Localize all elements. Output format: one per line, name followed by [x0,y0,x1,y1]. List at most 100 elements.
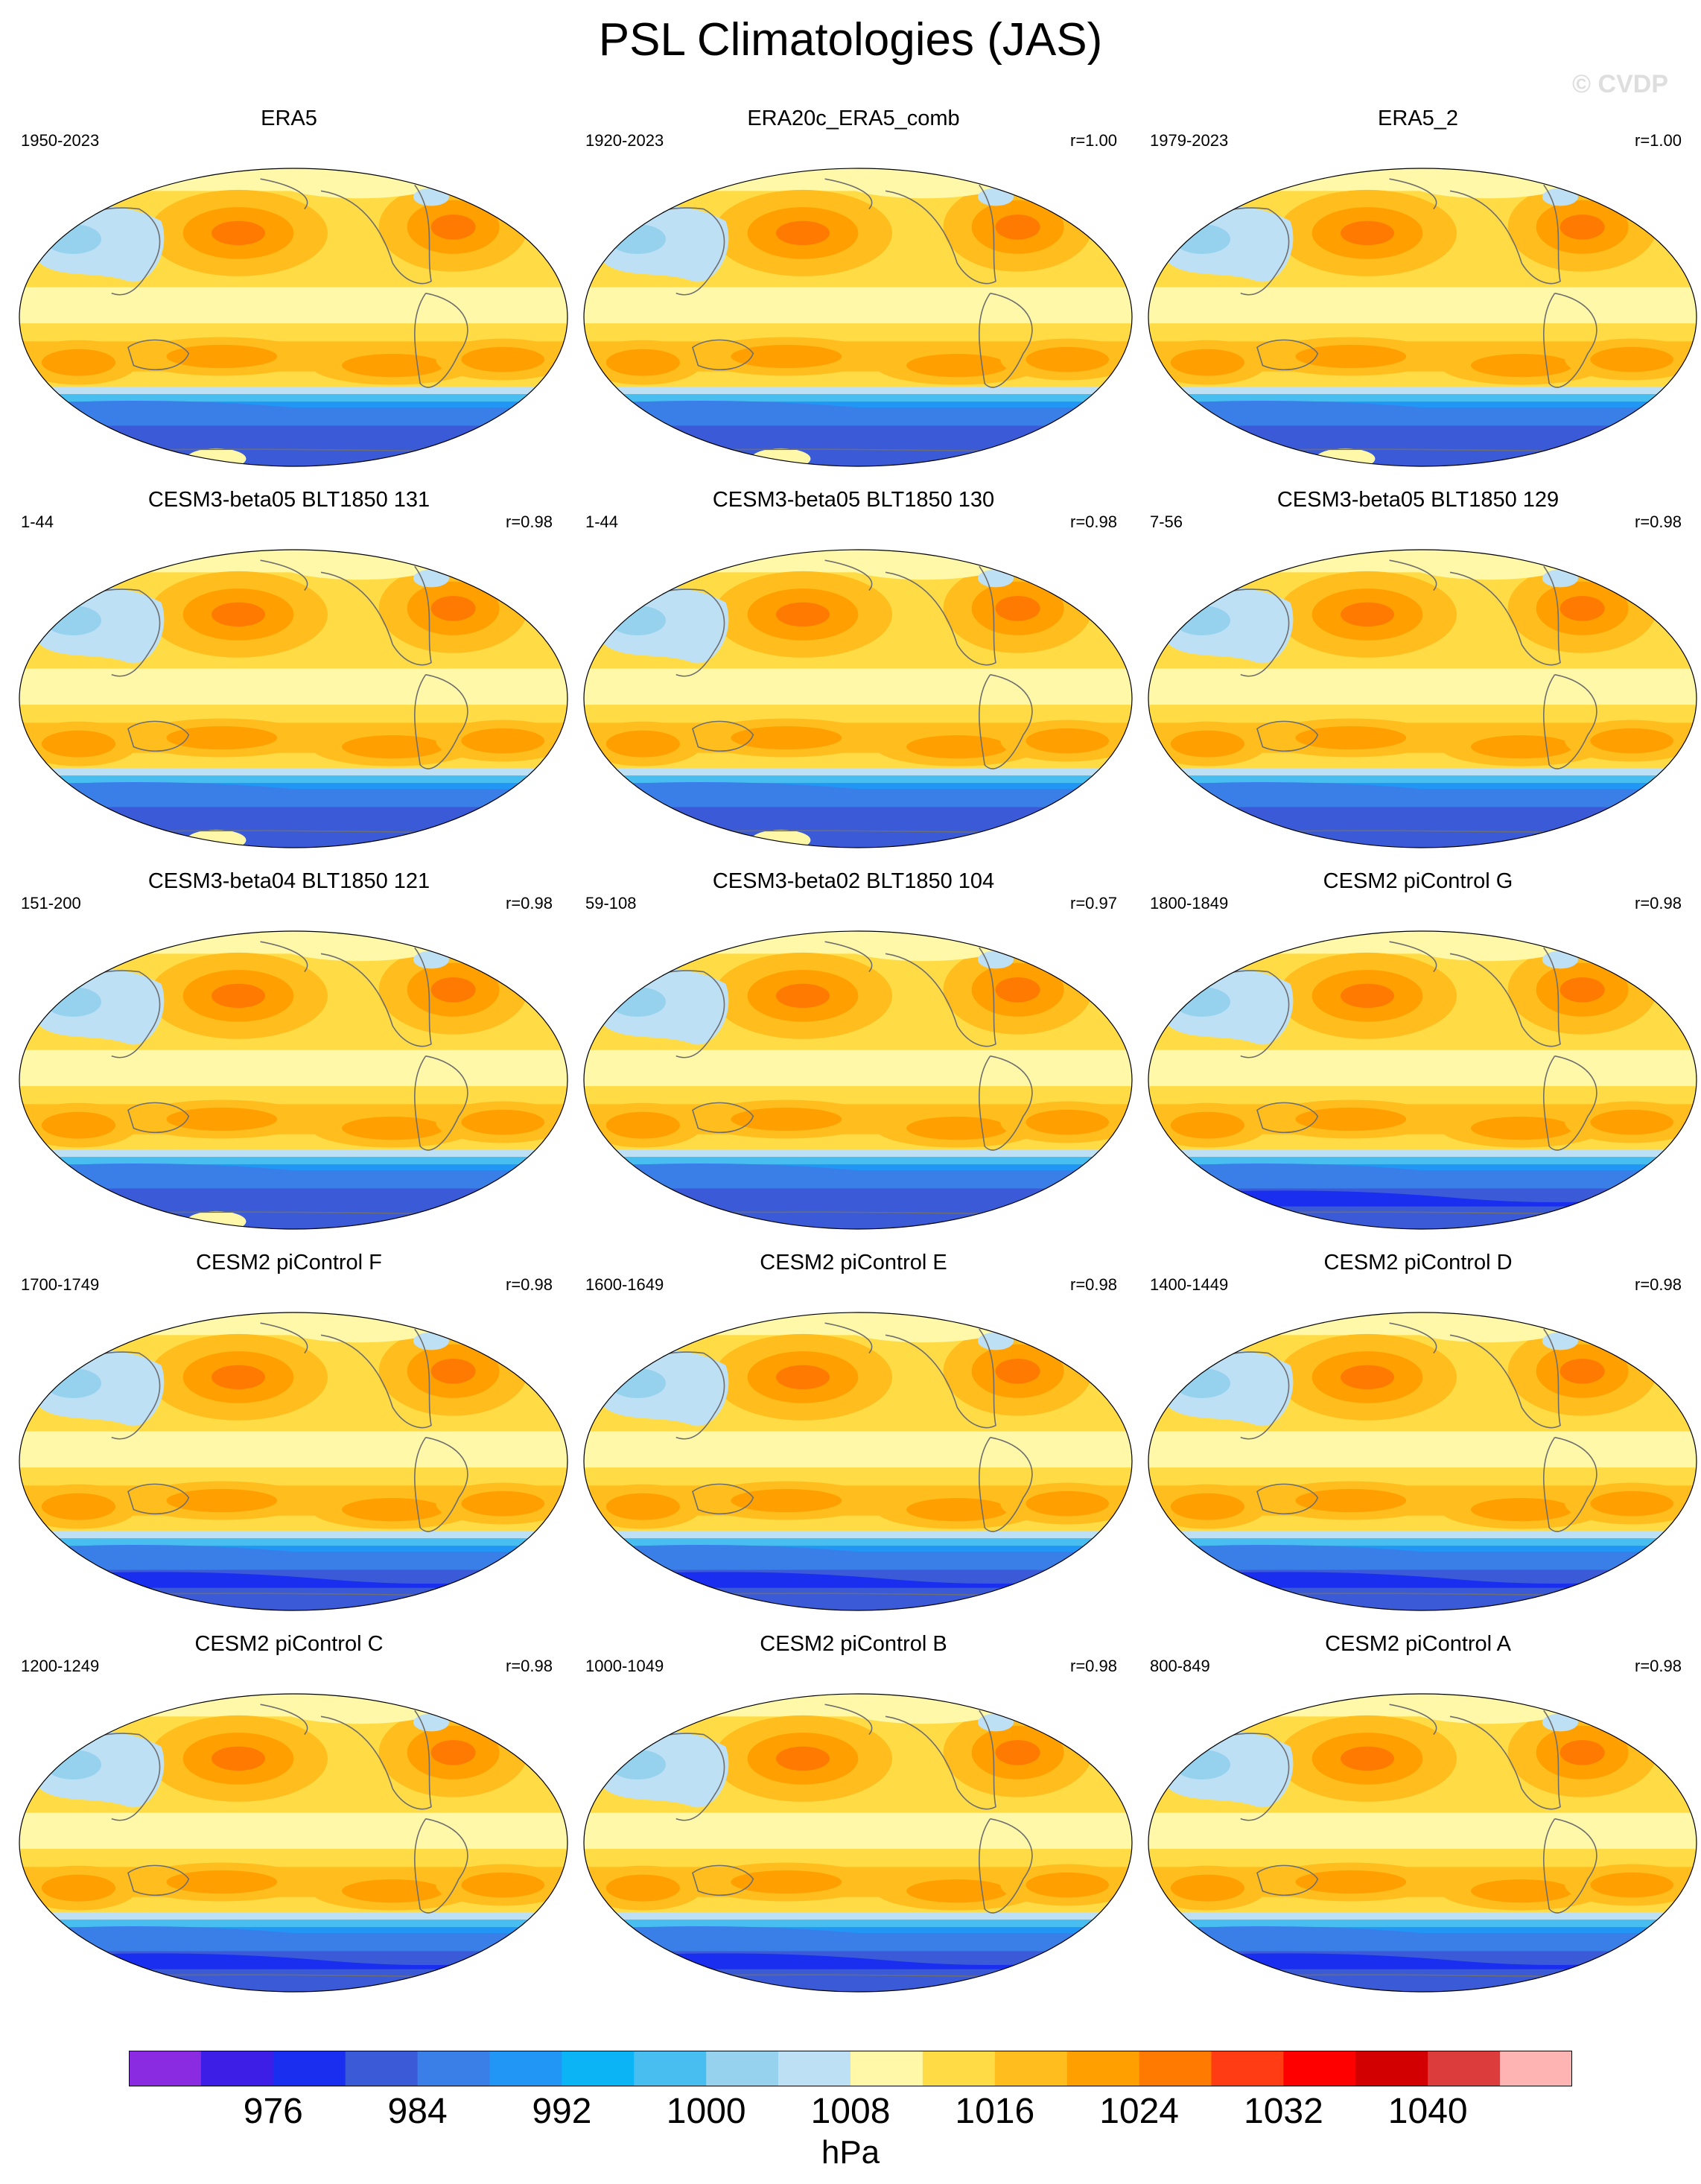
psl-map [1148,930,1697,1230]
panel-years: 1950-2023 [21,131,100,150]
psl-map [1148,1312,1697,1611]
map-panel: CESM3-beta02 BLT1850 104 59-108 r=0.97 [572,869,1135,1241]
map-panel: CESM2 piControl A 800-849 r=0.98 [1136,1631,1700,2004]
panel-years: 1400-1449 [1150,1275,1229,1294]
panel-years: 1600-1649 [585,1275,664,1294]
panel-pattern-correlation: r=0.98 [1635,894,1682,912]
map-panel: CESM2 piControl G 1800-1849 r=0.98 [1136,869,1700,1241]
colorbar-tick-label: 976 [243,2092,303,2131]
panel-pattern-correlation: r=1.00 [1635,131,1682,150]
colorbar-swatch [273,2051,346,2086]
colorbar [129,2051,1572,2086]
panel-pattern-correlation: r=1.00 [1070,131,1117,150]
panel-title: CESM2 piControl F [196,1251,382,1274]
panel-title: CESM2 piControl G [1323,869,1513,893]
colorbar-tick-label: 1024 [1099,2092,1179,2131]
colorbar-swatch [1211,2051,1284,2086]
panel-pattern-correlation: r=0.98 [506,894,553,912]
panel-title: CESM3-beta04 BLT1850 121 [147,869,430,893]
psl-map [583,549,1133,848]
panel-years: 800-849 [1150,1657,1210,1675]
psl-map [1148,1693,1697,1993]
colorbar-tick-label: 984 [387,2092,448,2131]
panel-years: 1-44 [21,512,54,531]
map-panel: CESM3-beta04 BLT1850 121 151-200 r=0.98 [7,869,570,1241]
colorbar-swatch [994,2051,1068,2086]
colorbar-tick-label: 1000 [666,2092,746,2131]
psl-map [19,1312,568,1611]
map-panel: CESM2 piControl B 1000-1049 r=0.98 [572,1631,1135,2004]
panel-pattern-correlation: r=0.98 [1070,1275,1117,1294]
colorbar-swatch [1500,2051,1572,2086]
panel-title: ERA5_2 [1377,107,1458,130]
map-panel: CESM2 piControl F 1700-1749 r=0.98 [7,1250,570,1622]
colorbar-swatch [200,2051,274,2086]
map-panel: CESM2 piControl C 1200-1249 r=0.98 [7,1631,570,2004]
panel-pattern-correlation: r=0.98 [506,512,553,531]
psl-map [583,168,1133,467]
panel-years: 59-108 [585,894,637,912]
panel-years: 1-44 [585,512,619,531]
colorbar-tick-label: 1016 [955,2092,1035,2131]
panel-pattern-correlation: r=0.98 [1070,1657,1117,1675]
panel-pattern-correlation: r=0.98 [506,1657,553,1675]
panel-title: CESM2 piControl A [1325,1632,1511,1656]
psl-map [583,1693,1133,1993]
panel-pattern-correlation: r=0.98 [506,1275,553,1294]
colorbar-tick-label: 992 [532,2092,592,2131]
panel-title: CESM3-beta02 BLT1850 104 [712,869,995,893]
panel-title: CESM2 piControl D [1323,1251,1513,1274]
psl-map [19,930,568,1230]
panel-pattern-correlation: r=0.98 [1635,512,1682,531]
colorbar-swatch [1355,2051,1428,2086]
colorbar-swatch [1283,2051,1356,2086]
panel-title: CESM3-beta05 BLT1850 129 [1276,488,1559,512]
map-panel: ERA5_2 1979-2023 r=1.00 [1136,106,1700,478]
psl-map [19,549,568,848]
colorbar-swatch [1428,2051,1501,2086]
psl-map [583,930,1133,1230]
colorbar-swatch [345,2051,419,2086]
colorbar-tick-label: 1040 [1387,2092,1468,2131]
colorbar-swatch [922,2051,996,2086]
panel-years: 7-56 [1150,512,1183,531]
panel-pattern-correlation: r=0.98 [1070,512,1117,531]
figure-title: PSL Climatologies (JAS) [598,14,1103,66]
cvdp-watermark: © CVDP [1572,70,1668,98]
panel-years: 1979-2023 [1150,131,1229,150]
psl-map [1148,549,1697,848]
psl-map [19,1693,568,1993]
colorbar-tick-label: 1008 [810,2092,891,2131]
panel-title: CESM3-beta05 BLT1850 130 [712,488,995,512]
panel-pattern-correlation: r=0.98 [1635,1657,1682,1675]
panel-title: CESM2 piControl C [194,1632,384,1656]
panel-years: 1800-1849 [1150,894,1229,912]
colorbar-swatch [778,2051,851,2086]
colorbar-swatch [1066,2051,1140,2086]
colorbar-swatch [417,2051,490,2086]
colorbar-swatch [129,2051,202,2086]
map-panel: CESM2 piControl D 1400-1449 r=0.98 [1136,1250,1700,1622]
panel-pattern-correlation: r=0.98 [1635,1275,1682,1294]
panel-years: 1000-1049 [585,1657,664,1675]
psl-map [583,1312,1133,1611]
panel-title: CESM2 piControl E [760,1251,947,1274]
panel-title: CESM2 piControl B [760,1632,947,1656]
psl-map [1148,168,1697,467]
map-panel: ERA5 1950-2023 [7,106,570,478]
panel-years: 1200-1249 [21,1657,100,1675]
colorbar-swatch [634,2051,707,2086]
psl-map [19,168,568,467]
map-panel: CESM3-beta05 BLT1850 130 1-44 r=0.98 [572,487,1135,860]
panel-years: 1700-1749 [21,1275,100,1294]
panel-years: 151-200 [21,894,81,912]
panel-years: 1920-2023 [585,131,664,150]
map-panel: ERA20c_ERA5_comb 1920-2023 r=1.00 [572,106,1135,478]
map-panel: CESM3-beta05 BLT1850 129 7-56 r=0.98 [1136,487,1700,860]
colorbar-swatch [706,2051,779,2086]
panel-title: ERA20c_ERA5_comb [747,107,960,130]
panel-pattern-correlation: r=0.97 [1070,894,1117,912]
colorbar-swatch [850,2051,923,2086]
map-panel: CESM3-beta05 BLT1850 131 1-44 r=0.98 [7,487,570,860]
colorbar-swatch [489,2051,562,2086]
